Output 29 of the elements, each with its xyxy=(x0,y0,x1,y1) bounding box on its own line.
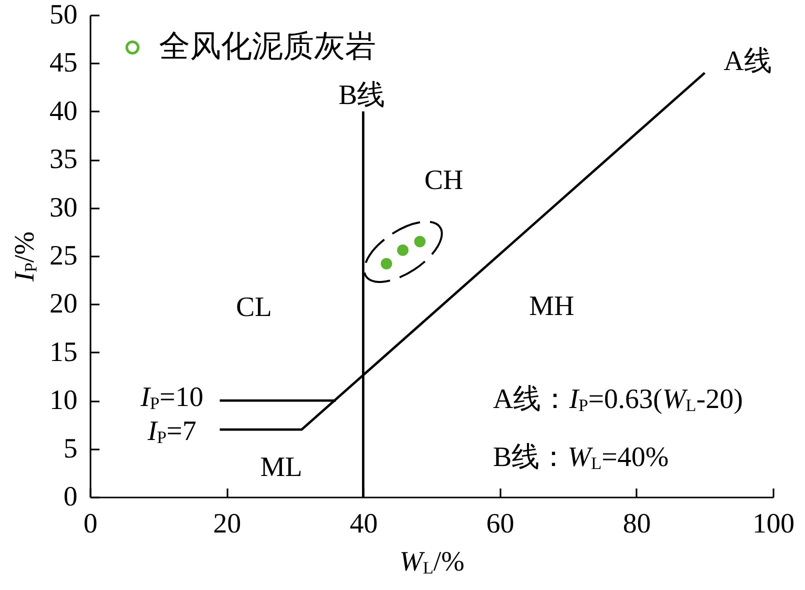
x-tick-label: 100 xyxy=(752,508,794,540)
y-tick-label: 25 xyxy=(50,240,78,272)
annotation: MH xyxy=(529,291,574,322)
x-tick-label: 0 xyxy=(84,508,98,540)
annotation: I$_{P}$=7 xyxy=(146,416,196,447)
y-tick-label: 35 xyxy=(50,144,78,176)
x-tick-label: 40 xyxy=(350,508,378,540)
x-axis-title: W$_{L}$/% xyxy=(399,546,465,578)
annotation: B线：W$_{L}$=40% xyxy=(492,442,669,473)
y-tick-label: 45 xyxy=(50,48,78,79)
annotation: I$_{P}$=10 xyxy=(140,382,204,414)
y-tick-label: 10 xyxy=(50,385,78,416)
annotation: CL xyxy=(236,292,272,324)
annotation: B线 xyxy=(338,80,386,111)
x-tick-label: 80 xyxy=(622,508,651,540)
annotation: A线：I$_{P}$=0.63(W$_{L}$-20) xyxy=(492,384,743,416)
annotation: ML xyxy=(260,452,302,484)
y-tick-label: 0 xyxy=(64,482,78,512)
x-tick-label: 60 xyxy=(486,508,514,540)
y-tick-label: 15 xyxy=(50,336,78,368)
x-tick-label: 20 xyxy=(213,508,242,540)
y-tick-label: 40 xyxy=(50,96,78,127)
y-tick-label: 50 xyxy=(50,0,78,30)
y-tick-label: 5 xyxy=(64,433,78,464)
legend-label: 全风化泥质灰岩 xyxy=(159,28,376,64)
annotation: A线 xyxy=(724,46,772,78)
annotation: CH xyxy=(424,164,464,196)
y-tick-label: 30 xyxy=(50,192,78,224)
y-tick-label: 20 xyxy=(50,288,78,320)
